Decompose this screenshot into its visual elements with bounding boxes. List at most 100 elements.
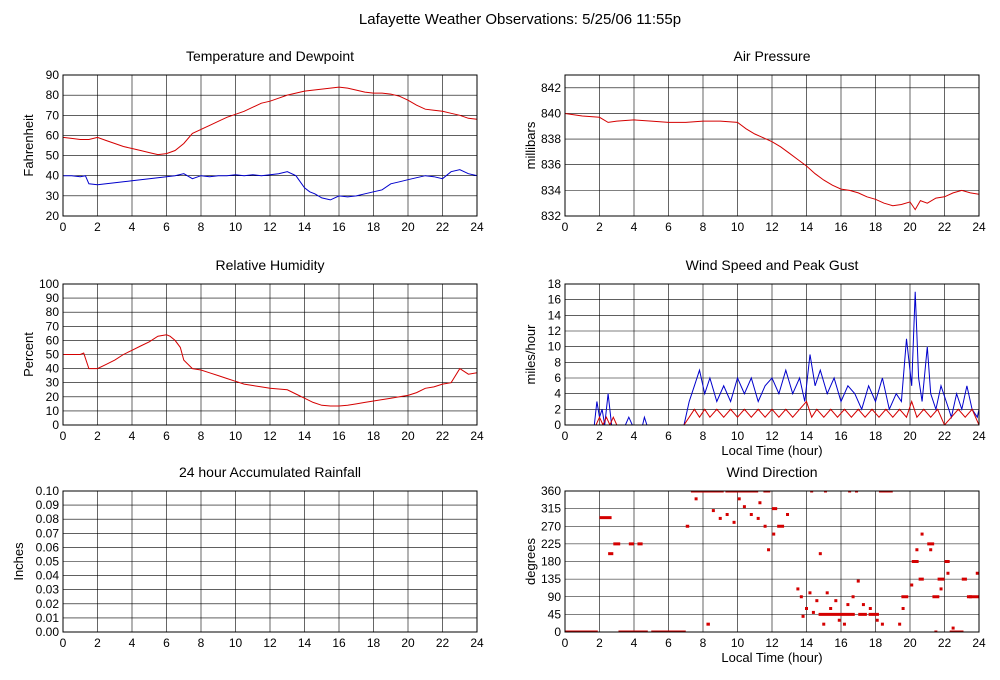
- temp-frame: [62, 74, 478, 217]
- temp-xtick-label: 10: [229, 220, 243, 234]
- pressure-ytick-label: 834: [541, 183, 561, 197]
- direction-point: [825, 591, 829, 595]
- direction-point: [842, 622, 846, 626]
- wind-ytick-label: 6: [554, 371, 561, 385]
- direction-point: [767, 548, 771, 552]
- temp-xtick-label: 14: [298, 220, 312, 234]
- wind-xtick-label: 6: [665, 429, 672, 443]
- direction-ylabel: degrees: [523, 538, 538, 585]
- wind-ytick-label: 14: [548, 308, 562, 322]
- wind-xtick-label: 22: [938, 429, 952, 443]
- humidity-ytick-label: 70: [46, 319, 60, 333]
- direction-xtick-label: 8: [700, 636, 707, 650]
- direction-point: [851, 595, 855, 599]
- direction-point: [837, 618, 841, 622]
- wind-ytick-label: 16: [548, 293, 562, 307]
- wind-xtick-label: 20: [903, 429, 917, 443]
- rain-ytick-label: 0.07: [36, 526, 60, 540]
- temp-ytick-label: 50: [46, 149, 60, 163]
- temp-ytick-label: 60: [46, 128, 60, 142]
- wind-xlabel: Local Time (hour): [721, 443, 822, 458]
- direction-point: [898, 622, 902, 626]
- rain-xtick-label: 24: [470, 636, 484, 650]
- direction-point: [786, 513, 790, 516]
- direction-point: [796, 587, 800, 591]
- direction-point: [718, 516, 722, 520]
- wind-xtick-label: 12: [765, 429, 779, 443]
- direction-point: [756, 516, 760, 520]
- humidity-xtick-label: 0: [60, 429, 67, 443]
- direction-point: [861, 603, 865, 607]
- pressure-xtick-label: 20: [903, 220, 917, 234]
- rain-xtick-label: 14: [298, 636, 312, 650]
- temp-xtick-label: 2: [94, 220, 101, 234]
- direction-point: [742, 505, 746, 509]
- wind-ytick-label: 8: [554, 355, 561, 369]
- wind-ytick-label: 0: [554, 418, 561, 432]
- rain-ytick-label: 0.03: [36, 583, 60, 597]
- direction-point: [848, 491, 852, 493]
- direction-ytick-label: 135: [541, 572, 561, 586]
- temp-series-1-line: [63, 169, 477, 201]
- humidity-xtick-label: 12: [263, 429, 277, 443]
- rain-title: 24 hour Accumulated Rainfall: [179, 464, 361, 480]
- humidity-ytick-label: 80: [46, 305, 60, 319]
- humidity-xtick-label: 24: [470, 429, 484, 443]
- direction-plot-area: [565, 491, 979, 632]
- wind-xtick-label: 0: [562, 429, 569, 443]
- wind-xtick-label: 24: [972, 429, 986, 443]
- direction-point: [725, 513, 729, 516]
- direction-xtick-label: 22: [938, 636, 952, 650]
- temp-series-0-line: [63, 86, 477, 156]
- humidity-ylabel: Percent: [21, 332, 36, 377]
- humidity-xtick-label: 8: [198, 429, 205, 443]
- temp-xtick-label: 4: [129, 220, 136, 234]
- wind-plot-area: [565, 291, 979, 425]
- wind-xtick-label: 4: [631, 429, 638, 443]
- humidity-series-0-line: [63, 334, 477, 407]
- rain-xtick-label: 8: [198, 636, 205, 650]
- direction-xtick-label: 2: [596, 636, 603, 650]
- direction-point: [805, 607, 808, 610]
- direction-ytick-label: 270: [541, 519, 561, 533]
- direction-point: [901, 607, 905, 610]
- wind-ytick-label: 10: [548, 340, 562, 354]
- direction-point: [808, 591, 812, 595]
- direction-point: [834, 599, 838, 603]
- wind-title: Wind Speed and Peak Gust: [686, 257, 859, 273]
- temp-plot-area: [63, 86, 477, 201]
- wind-ytick-label: 4: [554, 387, 561, 401]
- rain-frame: [62, 490, 478, 633]
- humidity-xtick-label: 6: [163, 429, 170, 443]
- temp-xtick-label: 20: [401, 220, 415, 234]
- temp-xtick-label: 12: [263, 220, 277, 234]
- direction-point: [975, 571, 979, 575]
- rain-ytick-label: 0.01: [36, 611, 60, 625]
- temp-xtick-label: 16: [332, 220, 346, 234]
- direction-point: [772, 532, 776, 536]
- direction-title: Wind Direction: [726, 464, 817, 480]
- direction-xtick-label: 4: [631, 636, 638, 650]
- pressure-title: Air Pressure: [733, 48, 810, 64]
- humidity-xtick-label: 20: [401, 429, 415, 443]
- humidity-ytick-label: 90: [46, 291, 60, 305]
- rain-xtick-label: 2: [94, 636, 101, 650]
- wind-xtick-label: 10: [731, 429, 745, 443]
- humidity-ytick-label: 50: [46, 348, 60, 362]
- rain-ytick-label: 0.02: [36, 597, 60, 611]
- direction-xtick-label: 16: [834, 636, 848, 650]
- temp-ytick-label: 30: [46, 189, 60, 203]
- humidity-xtick-label: 2: [94, 429, 101, 443]
- pressure-ytick-label: 836: [541, 158, 561, 172]
- direction-point: [915, 548, 919, 552]
- direction-point: [855, 491, 859, 493]
- wind-ytick-label: 12: [548, 324, 562, 338]
- direction-point: [749, 513, 753, 516]
- direction-xtick-label: 12: [765, 636, 779, 650]
